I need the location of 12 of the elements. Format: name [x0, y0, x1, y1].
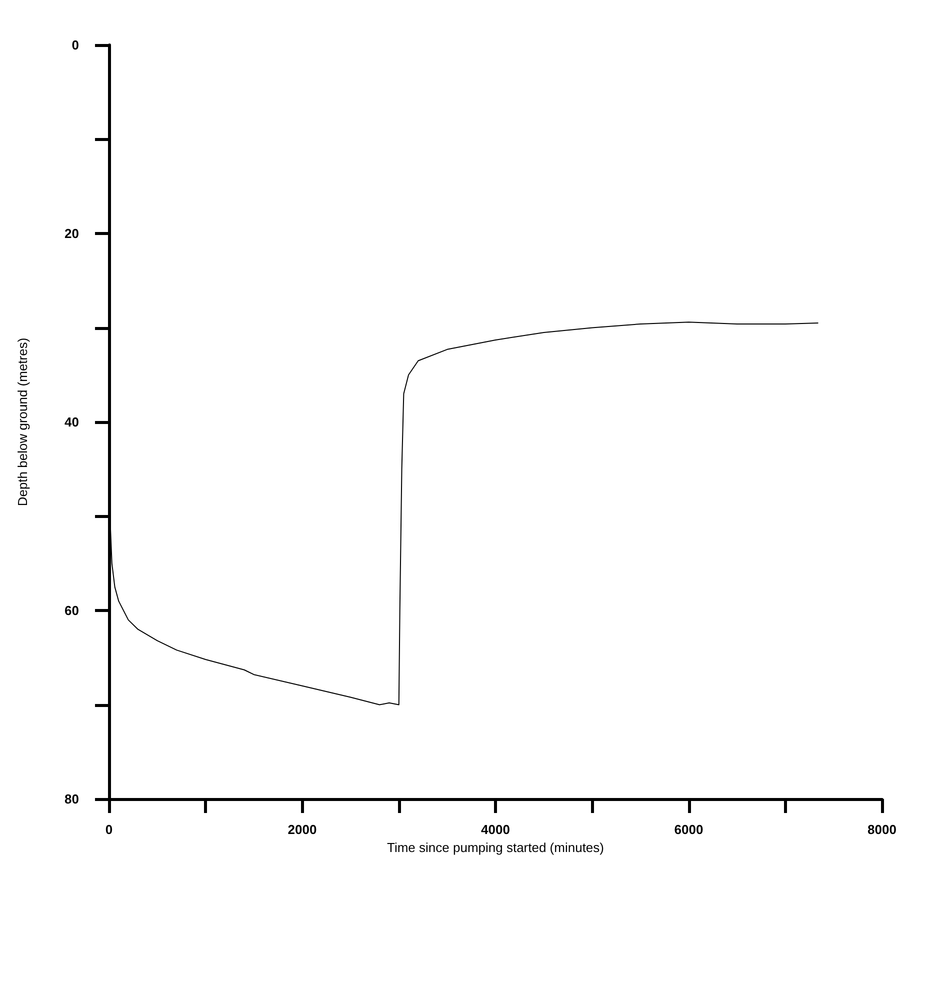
y-tick-label: 0: [72, 38, 79, 52]
x-axis-title: Time since pumping started (minutes): [387, 840, 604, 855]
y-tick-label: 20: [64, 226, 79, 241]
x-tick-label: 2000: [288, 822, 317, 837]
x-tick-label: 4000: [481, 822, 510, 837]
y-tick-label: 60: [64, 603, 79, 618]
y-tick-label: 40: [64, 414, 79, 430]
x-tick-label: 6000: [674, 822, 704, 837]
x-tick-label: 0: [105, 822, 113, 837]
y-tick-label: 80: [64, 792, 79, 806]
y-axis-title: Depth below ground (metres): [15, 338, 30, 506]
x-tick-label: 8000: [868, 822, 896, 837]
